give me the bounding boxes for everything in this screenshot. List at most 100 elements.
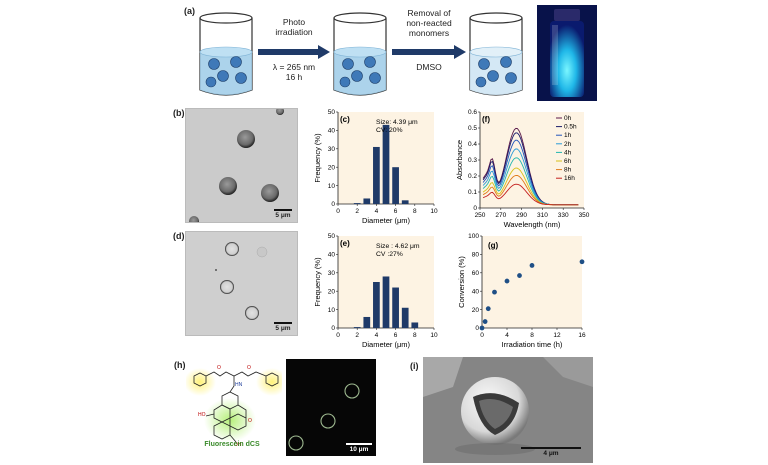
y-tick-label: 50	[328, 109, 336, 116]
y-tick-label: 0.6	[468, 109, 477, 116]
size-annotation: Size : 4.62 μm	[376, 243, 420, 250]
y-tick-label: 80	[472, 252, 480, 259]
beaker-after-irradiation	[333, 12, 387, 96]
x-tick-label: 0	[336, 208, 340, 215]
y-tick-label: 0.5	[468, 125, 477, 132]
x-tick-label: 10	[430, 332, 438, 339]
y-axis-label: Frequency (%)	[313, 257, 322, 307]
legend-label: 2h	[564, 141, 572, 148]
panel-label: (g)	[488, 241, 499, 250]
size-annotation: Size: 4.39 μm	[376, 119, 418, 126]
y-tick-label: 0	[473, 205, 477, 212]
cv-annotation: CV: 20%	[376, 127, 403, 134]
legend-label: 0.5h	[564, 124, 577, 131]
x-axis-label: Diameter (μm)	[362, 340, 411, 349]
x-tick-label: 0	[480, 332, 484, 339]
scatter-point	[492, 289, 497, 295]
x-tick-label: 290	[516, 212, 527, 219]
bar	[363, 316, 371, 328]
scatter-point	[579, 259, 585, 265]
scatter-point	[504, 278, 510, 284]
x-axis-label: Diameter (μm)	[362, 216, 411, 225]
step1-line2: irradiation	[275, 27, 313, 37]
y-tick-label: 40	[472, 288, 480, 295]
svg-text:HO: HO	[198, 412, 206, 418]
svg-text:O: O	[217, 365, 221, 371]
bar	[353, 327, 361, 328]
arrow-removal	[392, 45, 466, 59]
y-tick-label: 0.2	[468, 173, 477, 180]
y-tick-label: 10	[328, 307, 336, 314]
step2-line2: non-reacted	[406, 18, 452, 28]
y-tick-label: 0	[331, 201, 335, 208]
y-tick-label: 30	[328, 146, 336, 153]
x-tick-label: 6	[394, 332, 398, 339]
step1-line4: 16 h	[285, 72, 303, 82]
panel-h-label: (h)	[174, 360, 186, 370]
fluorescent-vial-photo	[537, 5, 597, 101]
x-tick-label: 16	[578, 332, 586, 339]
y-tick-label: 40	[328, 252, 336, 259]
y-tick-label: 40	[328, 128, 336, 135]
y-tick-label: 0	[475, 325, 479, 332]
scatter-point	[529, 263, 535, 268]
bar	[392, 167, 399, 204]
x-tick-label: 2	[355, 332, 359, 339]
beaker-before-irradiation	[199, 12, 253, 96]
chart-f: 250 270 290 310 330 350 0 0.1 0.2 0.3 0.4 0.5 0.6 Wav…	[455, 109, 590, 229]
x-tick-label: 2	[355, 208, 359, 215]
x-tick-label: 250	[475, 212, 486, 219]
panel-label: (c)	[340, 115, 350, 124]
bar	[382, 276, 390, 328]
panel-d-label: (d)	[173, 231, 185, 241]
step2-line4: DMSO	[416, 62, 442, 72]
microscope-image-d: 5 μm	[185, 231, 298, 336]
x-tick-label: 10	[430, 208, 438, 215]
sem-image-i: 4 μm	[423, 357, 593, 463]
scalebar-i-label: 4 μm	[543, 450, 559, 457]
y-tick-label: 0.3	[468, 157, 477, 164]
x-tick-label: 12	[553, 332, 561, 339]
x-tick-label: 270	[495, 212, 506, 219]
step2-line1: Removal of	[407, 8, 451, 18]
x-tick-label: 4	[375, 208, 379, 215]
scalebar-d-label: 5 μm	[275, 324, 291, 332]
step2-text-top: Removal of non-reacted monomers	[386, 8, 472, 38]
legend-label: 0h	[564, 115, 572, 122]
chart-e: 0 2 4 6 8 10 0 10 20 30 40 50 Diameter (μm) Frequency…	[313, 233, 438, 349]
legend-label: 6h	[564, 158, 572, 165]
bar	[411, 322, 419, 328]
x-tick-label: 6	[394, 208, 398, 215]
chart-g: 0 4 8 12 16 0 20 40 60 80 100 Irradiation time (h) C…	[457, 233, 586, 349]
y-axis-label: Frequency (%)	[313, 133, 322, 183]
y-tick-label: 30	[328, 270, 336, 277]
spectrum-line	[482, 183, 579, 206]
svg-text:O: O	[247, 365, 251, 371]
fluorescence-image-h: 10 μm	[286, 359, 376, 456]
x-tick-label: 8	[413, 332, 417, 339]
step1-text-top: Photo irradiation	[258, 17, 330, 37]
bar	[363, 198, 371, 204]
scalebar-i: 4 μm	[521, 447, 581, 457]
bar	[401, 307, 409, 328]
panel-i-label: (i)	[410, 361, 419, 371]
panel-label: (f)	[482, 115, 490, 124]
bar	[392, 287, 399, 328]
beaker-purified	[469, 12, 523, 96]
x-axis-label: Wavelength (nm)	[504, 220, 561, 229]
scatter-point	[485, 306, 491, 312]
step1-text-bottom: λ = 265 nm 16 h	[254, 62, 334, 82]
x-axis-label: Irradiation time (h)	[502, 340, 563, 349]
scatter-point	[482, 319, 488, 324]
bar	[382, 124, 390, 204]
x-tick-label: 4	[375, 332, 379, 339]
y-tick-label: 50	[328, 233, 336, 240]
scalebar-b: 5 μm	[274, 209, 292, 219]
x-tick-label: 350	[579, 212, 590, 219]
y-tick-label: 20	[328, 164, 336, 171]
legend-label: 16h	[564, 175, 575, 182]
svg-text:O: O	[248, 418, 252, 424]
plot-area	[482, 236, 582, 328]
arrow-photo-irradiation	[258, 45, 330, 59]
svg-text:HN: HN	[235, 382, 243, 388]
